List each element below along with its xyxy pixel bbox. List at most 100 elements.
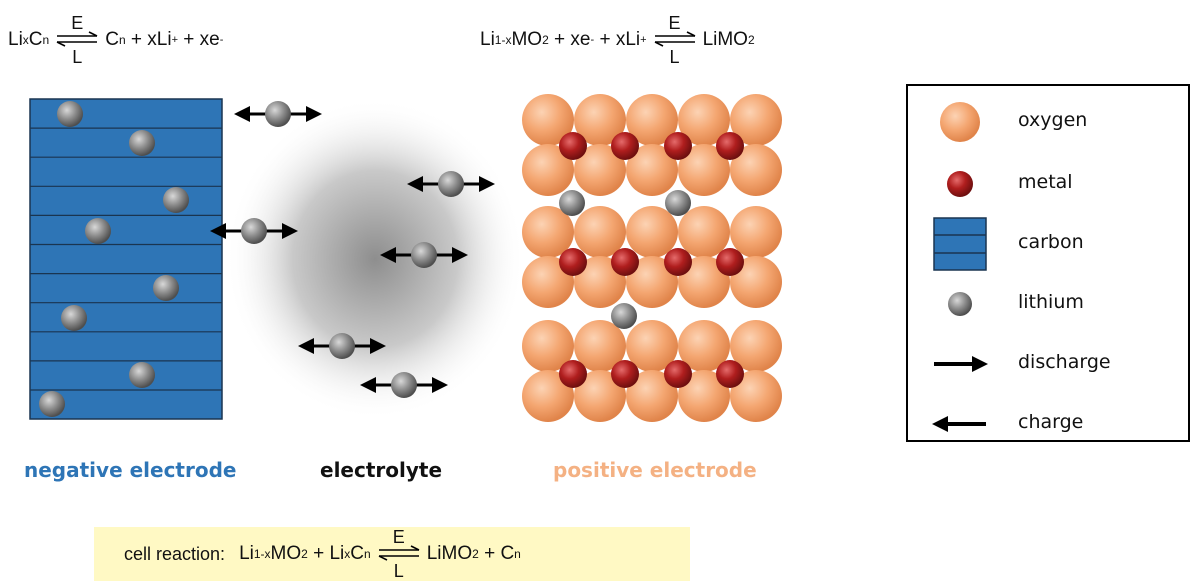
equilibrium-arrow-icon: E L — [55, 14, 99, 66]
legend: oxygen metal carbon lithium discharge ch… — [906, 84, 1190, 442]
arrow-right-icon — [370, 338, 386, 354]
arrow-right-icon — [452, 247, 468, 263]
metal-atom — [664, 360, 692, 388]
oxygen-atom — [522, 144, 574, 196]
oxygen-atom — [522, 94, 574, 146]
eq-text: C — [105, 29, 119, 50]
battery-diagram — [29, 94, 782, 422]
lithium-ion — [438, 171, 464, 197]
lithium-ion-arrow — [360, 372, 448, 398]
lithium-ion — [85, 218, 111, 244]
lithium-ion-arrow — [380, 242, 468, 268]
metal-atom — [559, 132, 587, 160]
oxygen-atom — [678, 144, 730, 196]
arrow-left-icon — [210, 223, 226, 239]
lithium-ion — [611, 303, 637, 329]
eq-text: Li — [480, 29, 495, 50]
oxygen-atom — [626, 144, 678, 196]
legend-item-metal: metal — [908, 164, 1188, 204]
lithium-ion — [129, 362, 155, 388]
electrolyte-region — [225, 98, 525, 420]
equilibrium-arrow-icon: E L — [377, 528, 421, 580]
oxygen-atom — [626, 370, 678, 422]
eq-text: C — [28, 29, 43, 50]
eq-arrow-bottom-label: L — [669, 47, 680, 67]
metal-atom — [559, 248, 587, 276]
metal-atom — [611, 248, 639, 276]
oxygen-atom — [626, 206, 678, 258]
metal-sphere-icon — [947, 171, 973, 197]
lithium-ion — [61, 305, 87, 331]
lithium-ion — [241, 218, 267, 244]
oxygen-atom — [574, 370, 626, 422]
eq-arrow-bottom-label: L — [393, 561, 404, 581]
metal-atom — [559, 360, 587, 388]
lithium-ion — [163, 187, 189, 213]
electrolyte-label: electrolyte — [320, 458, 443, 482]
metal-atom — [664, 132, 692, 160]
eq-arrow-top-label: E — [71, 13, 84, 33]
arrow-left-icon — [360, 377, 376, 393]
oxygen-atom — [574, 144, 626, 196]
lithium-ion — [265, 101, 291, 127]
arrow-left-icon — [298, 338, 314, 354]
legend-label: lithium — [1018, 291, 1084, 313]
oxygen-atom — [678, 320, 730, 372]
eq-text: LiMO — [426, 543, 473, 564]
arrow-right-icon — [282, 223, 298, 239]
oxygen-atom — [522, 370, 574, 422]
lithium-ion — [411, 242, 437, 268]
eq-arrow-top-label: E — [668, 13, 681, 33]
eq-text: Li — [8, 29, 23, 50]
oxygen-atom — [522, 206, 574, 258]
arrow-right-icon — [306, 106, 322, 122]
eq-text: C — [350, 543, 365, 564]
oxygen-atom — [626, 94, 678, 146]
oxygen-atom — [730, 206, 782, 258]
oxygen-atom — [678, 256, 730, 308]
metal-atom — [716, 248, 744, 276]
oxygen-atom — [730, 256, 782, 308]
oxygen-atom — [626, 256, 678, 308]
lithium-ion — [129, 130, 155, 156]
oxygen-atom — [574, 320, 626, 372]
eq-text: LiMO — [702, 29, 748, 50]
lithium-ion-arrow — [234, 101, 322, 127]
arrow-left-icon — [407, 176, 423, 192]
eq-arrow-bottom-label: L — [72, 47, 83, 67]
lithium-ion — [329, 333, 355, 359]
eq-text: + xLi — [125, 29, 172, 50]
carbon-block — [29, 98, 223, 420]
metal-atom — [716, 132, 744, 160]
eq-text: + xLi — [594, 29, 641, 50]
legend-item-carbon: carbon — [908, 216, 1188, 272]
arrow-right-icon — [479, 176, 495, 192]
eq-text: MO — [270, 543, 302, 564]
lithium-ion-arrow — [298, 333, 386, 359]
lithium-ion — [39, 391, 65, 417]
legend-item-lithium: lithium — [908, 284, 1188, 324]
oxygen-atom — [678, 206, 730, 258]
eq-text: MO — [511, 29, 543, 50]
oxygen-sphere-icon — [940, 102, 980, 142]
lithium-sphere-icon — [948, 292, 972, 316]
legend-label: oxygen — [1018, 109, 1088, 131]
eq-text: Li — [239, 543, 254, 564]
lithium-ion-arrow — [407, 171, 495, 197]
legend-label: metal — [1018, 171, 1073, 193]
positive-electrode-label: positive electrode — [553, 458, 757, 482]
legend-item-discharge: discharge — [908, 344, 1188, 384]
lithium-ion — [391, 372, 417, 398]
oxygen-atom — [574, 206, 626, 258]
arrow-right-icon — [934, 356, 988, 372]
lithium-ion — [57, 101, 83, 127]
arrow-left-icon — [234, 106, 250, 122]
legend-label: discharge — [1018, 351, 1111, 373]
lithium-ion — [665, 190, 691, 216]
carbon-layers-icon — [933, 217, 987, 271]
eq-arrow-top-label: E — [392, 527, 405, 547]
legend-item-oxygen: oxygen — [908, 102, 1188, 142]
